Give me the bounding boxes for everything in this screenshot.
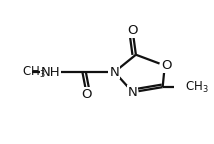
Text: N: N — [128, 86, 138, 99]
Text: O: O — [127, 24, 138, 37]
Text: NH: NH — [40, 66, 60, 78]
Text: N: N — [110, 66, 119, 78]
Text: O: O — [162, 59, 172, 72]
Text: CH$_3$: CH$_3$ — [185, 80, 209, 95]
Text: CH$_3$: CH$_3$ — [22, 65, 46, 79]
Text: O: O — [81, 88, 92, 101]
